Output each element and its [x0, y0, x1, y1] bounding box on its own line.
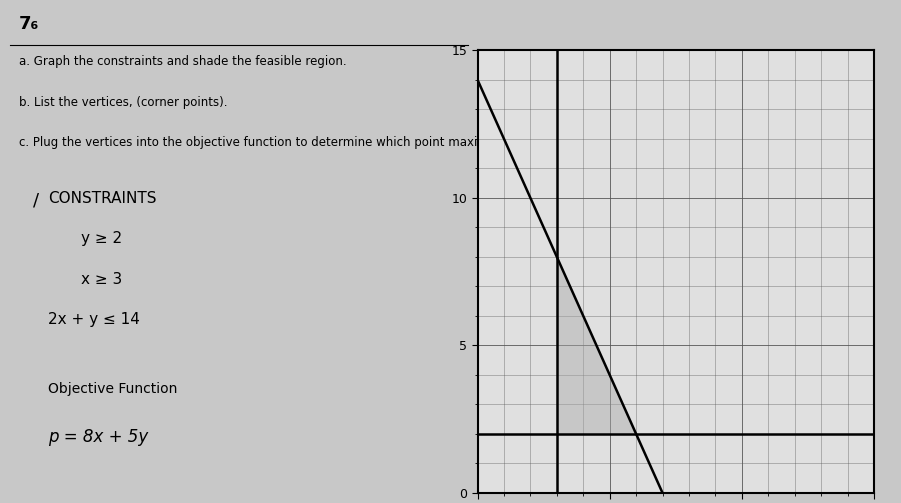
Text: Objective Function: Objective Function	[48, 382, 177, 396]
Text: a. Graph the constraints and shade the feasible region.: a. Graph the constraints and shade the f…	[19, 55, 347, 68]
Text: 2x + y ≤ 14: 2x + y ≤ 14	[48, 312, 140, 327]
Text: x ≥ 3: x ≥ 3	[81, 272, 123, 287]
Text: /: /	[33, 191, 40, 209]
Text: p = 8x + 5y: p = 8x + 5y	[48, 428, 148, 446]
Text: CONSTRAINTS: CONSTRAINTS	[48, 191, 156, 206]
Text: y ≥ 2: y ≥ 2	[81, 231, 123, 246]
Text: c. Plug the vertices into the objective function to determine which point maximi: c. Plug the vertices into the objective …	[19, 136, 677, 149]
Text: 7₆: 7₆	[19, 15, 40, 33]
Text: b. List the vertices, (corner points).: b. List the vertices, (corner points).	[19, 96, 228, 109]
